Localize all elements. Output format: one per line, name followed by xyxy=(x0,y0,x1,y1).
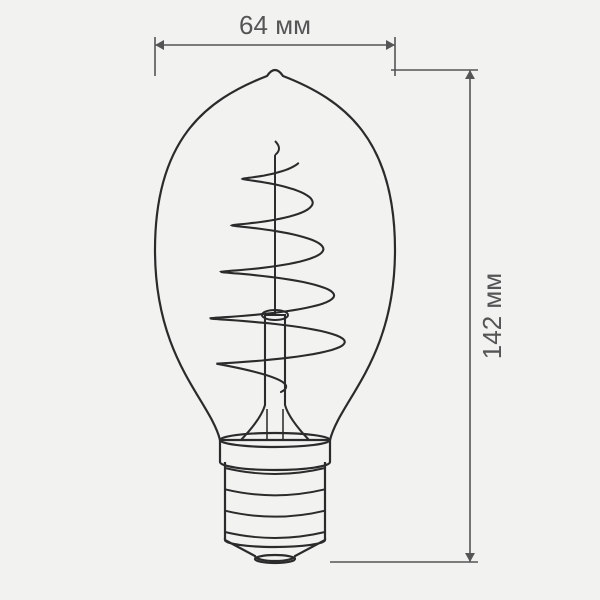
height-dimension-label: 142 мм xyxy=(477,273,507,359)
width-dimension-label: 64 мм xyxy=(239,10,311,40)
background xyxy=(0,0,600,600)
